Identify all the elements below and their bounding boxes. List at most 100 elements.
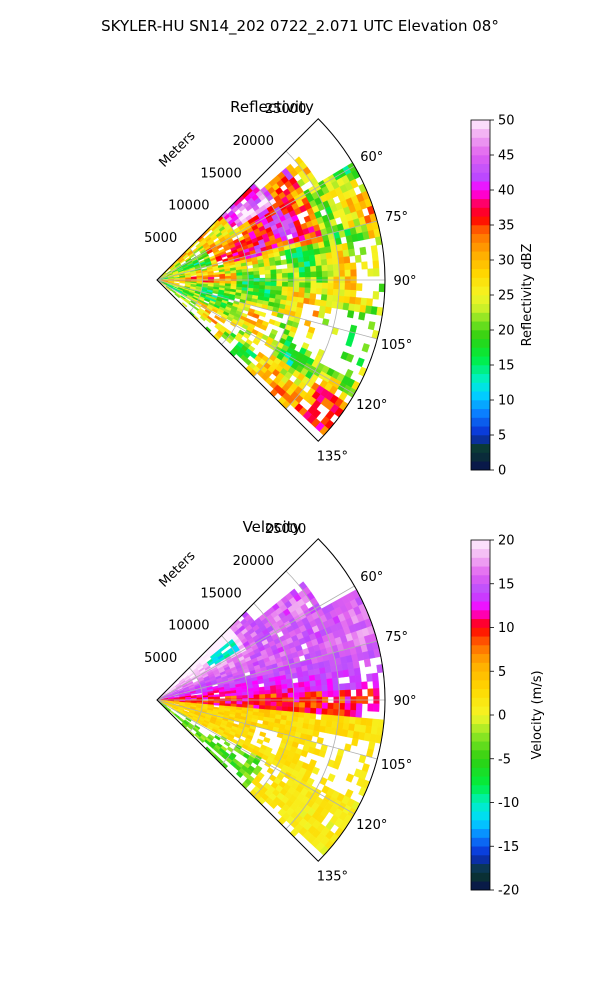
field-cell xyxy=(282,272,289,279)
field-cell xyxy=(303,297,310,305)
field-cell xyxy=(367,688,374,697)
field-cell xyxy=(350,283,357,291)
field-cell xyxy=(320,253,327,261)
field-cell xyxy=(349,682,357,691)
colorbar-tick-label: -5 xyxy=(498,752,511,767)
field-cell xyxy=(309,680,317,687)
field-cell xyxy=(270,701,277,707)
field-cell xyxy=(309,260,317,267)
field-cell xyxy=(338,282,346,291)
field-cell xyxy=(165,286,171,292)
colorbar-segment xyxy=(471,295,490,305)
colorbar-segment xyxy=(471,820,490,830)
field-cell xyxy=(269,265,277,271)
field-cell xyxy=(297,676,305,683)
field-cell xyxy=(333,702,340,710)
colorbar-segment xyxy=(471,268,490,278)
colorbar-segment xyxy=(471,190,490,200)
field-cell xyxy=(325,252,333,260)
field-cell xyxy=(332,295,339,303)
field-cell xyxy=(269,685,277,691)
field-cell xyxy=(371,718,379,728)
field-cell xyxy=(253,274,260,279)
field-cell xyxy=(338,289,346,297)
field-cell xyxy=(344,682,351,691)
field-cell xyxy=(327,684,334,692)
field-cell xyxy=(316,702,323,709)
reflectivity-radial-label: Meters xyxy=(157,128,199,170)
field-cell xyxy=(347,241,355,250)
colorbar-segment xyxy=(471,233,490,243)
velocity-colorbar: -20 -15 -10 -5 0 5 10 15 20 xyxy=(470,534,519,899)
field-cell xyxy=(372,291,380,300)
field-cell xyxy=(281,286,289,292)
field-cell xyxy=(281,683,288,690)
field-cell xyxy=(219,693,226,697)
field-cell xyxy=(303,255,310,263)
field-cell xyxy=(325,720,333,728)
colorbar-segment xyxy=(471,671,490,681)
azimuth-tick-label: 120° xyxy=(356,818,387,833)
field-cell xyxy=(299,272,306,278)
field-cell xyxy=(230,692,237,697)
field-cell xyxy=(327,270,334,278)
colorbar-segment xyxy=(471,653,490,663)
field-cell xyxy=(199,315,207,322)
colorbar-segment xyxy=(471,216,490,226)
field-cell xyxy=(320,719,327,727)
field-cell xyxy=(367,741,376,751)
field-cell xyxy=(281,688,289,694)
field-cell xyxy=(304,287,311,294)
field-cell xyxy=(270,689,277,695)
field-cell xyxy=(219,276,226,280)
colorbar-tick-label: 20 xyxy=(498,534,515,549)
field-cell xyxy=(338,683,346,691)
field-cell xyxy=(354,717,362,726)
colorbar-tick-label: 0 xyxy=(498,709,506,724)
field-cell xyxy=(344,283,351,291)
field-cell xyxy=(264,285,272,291)
field-cell xyxy=(349,296,356,305)
field-cell xyxy=(292,291,300,298)
field-cell xyxy=(359,246,367,256)
field-cell xyxy=(247,281,255,286)
field-cell xyxy=(242,695,249,699)
field-cell xyxy=(315,679,322,687)
field-cell xyxy=(361,343,370,353)
reflectivity-axis-labels: 5000 10000 15000 20000 25000 60° 75° 90° 105° 120… xyxy=(144,102,416,465)
colorbar-segment xyxy=(471,715,490,725)
field-cell xyxy=(373,703,380,712)
field-cell xyxy=(321,702,329,710)
field-cell xyxy=(333,282,340,290)
field-cell xyxy=(276,286,283,292)
colorbar-tick-label: 40 xyxy=(498,184,515,199)
field-cell xyxy=(305,331,314,340)
field-cell xyxy=(304,266,311,273)
field-cell xyxy=(332,263,340,271)
colorbar-segment xyxy=(471,706,490,716)
azimuth-line xyxy=(156,699,355,815)
field-cell xyxy=(264,705,272,711)
field-cell xyxy=(276,706,283,712)
colorbar-tick-label: 15 xyxy=(498,359,515,374)
field-cell xyxy=(315,259,322,267)
field-cell xyxy=(325,300,333,308)
field-cell xyxy=(320,714,328,722)
azimuth-line xyxy=(156,279,378,340)
field-cell xyxy=(247,691,254,696)
azimuth-tick-label: 135° xyxy=(317,449,348,464)
field-cell xyxy=(320,258,328,266)
field-cell xyxy=(287,282,294,288)
field-cell xyxy=(276,281,283,287)
field-cell xyxy=(264,701,272,707)
field-cell xyxy=(315,708,323,715)
field-cell xyxy=(304,686,311,693)
field-cell xyxy=(286,263,294,269)
azimuth-tick-label: 75° xyxy=(385,630,408,645)
field-cell xyxy=(310,691,317,698)
colorbar-segment xyxy=(471,426,490,436)
field-cell xyxy=(253,281,260,286)
field-cell xyxy=(309,293,317,300)
colorbar-tick-label: 15 xyxy=(498,577,515,592)
field-cell xyxy=(225,275,232,280)
